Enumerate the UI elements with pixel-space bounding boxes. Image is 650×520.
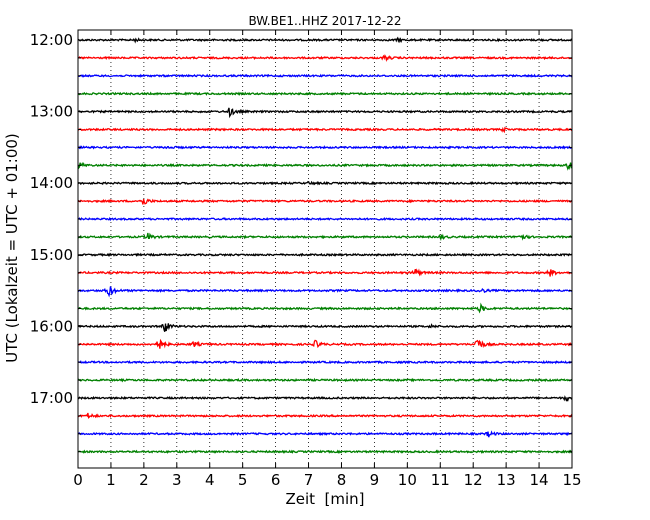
trace-1530 [77,286,573,298]
trace-group [77,36,573,454]
trace-1315 [77,126,573,134]
trace-1500 [77,252,573,257]
x-tick-label: 3 [172,471,182,489]
x-tick-label: 1 [106,471,116,489]
trace-1645 [77,377,573,383]
x-tick-label: 15 [562,471,581,489]
x-tick-label: 7 [304,471,314,489]
trace-1715 [77,412,573,419]
x-tick-label: 14 [530,471,549,489]
trace-1245 [77,91,573,96]
trace-1415 [77,198,573,205]
x-tick-label: 9 [370,471,380,489]
trace-1600 [77,323,573,332]
y-tick-label: 16:00 [30,317,73,335]
x-tick-label: 11 [431,471,450,489]
trace-1730 [77,430,573,438]
x-tick-label: 13 [497,471,516,489]
trace-1545 [78,302,573,314]
trace-1615 [77,338,573,349]
plot-frame [77,29,573,469]
trace-1630 [77,359,573,365]
x-axis-label: Zeit [min] [285,490,364,508]
x-tick-label: 6 [271,471,281,489]
trace-1515 [77,268,573,277]
trace-1430 [77,216,573,222]
x-axis: 0 1 2 3 4 5 6 7 8 9 10 11 12 13 14 15 [73,30,582,489]
y-axis-label: UTC (Lokalzeit = UTC + 01:00) [3,133,21,363]
trace-1745 [77,449,573,454]
y-tick-label: 12:00 [30,31,73,49]
x-tick-label: 5 [238,471,248,489]
y-tick-label: 17:00 [30,389,73,407]
y-tick-label: 13:00 [30,103,73,121]
x-tick-label: 4 [205,471,215,489]
trace-1330 [77,145,573,150]
y-tick-label: 15:00 [30,246,73,264]
x-tick-label: 0 [73,471,83,489]
chart-title: BW.BE1..HHZ 2017-12-22 [248,14,401,28]
x-tick-label: 12 [464,471,483,489]
trace-1445 [77,232,573,242]
grid-lines [110,30,540,468]
trace-1300 [77,107,573,119]
y-tick-label: 14:00 [30,174,73,192]
trace-1200 [77,36,573,44]
x-tick-label: 8 [337,471,347,489]
y-axis: 12:00 13:00 14:00 15:00 16:00 17:00 [30,31,572,453]
trace-1215 [77,54,573,63]
trace-1230 [77,73,573,78]
trace-1700 [77,395,573,402]
trace-1400 [77,180,573,186]
x-tick-label: 10 [398,471,417,489]
trace-1345 [77,162,573,171]
x-tick-label: 2 [139,471,149,489]
